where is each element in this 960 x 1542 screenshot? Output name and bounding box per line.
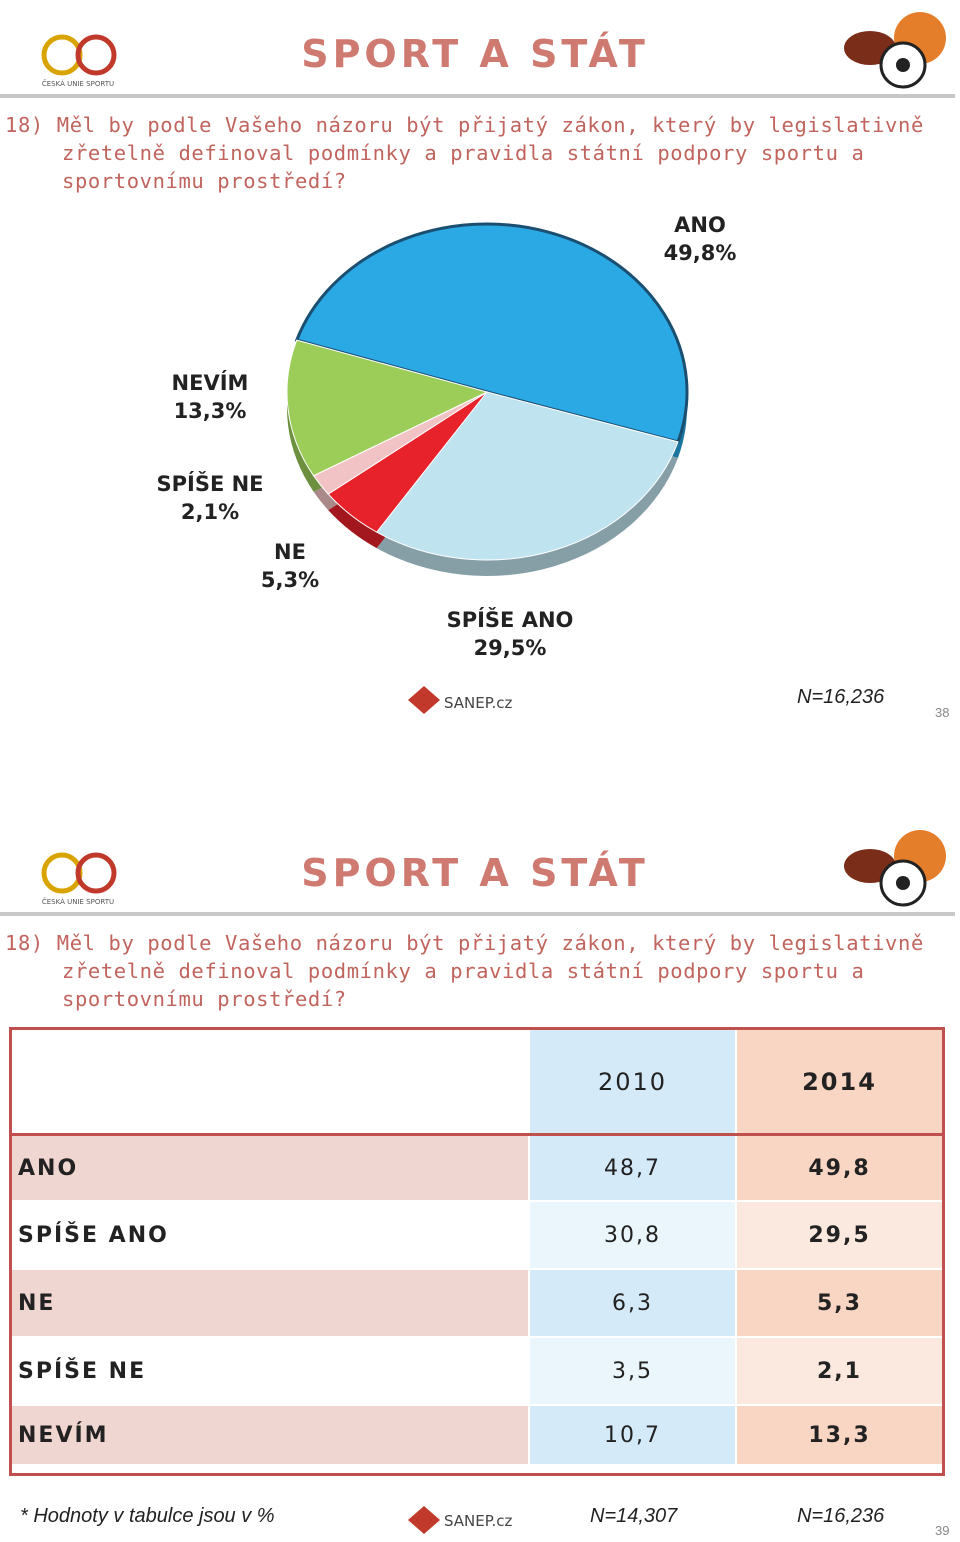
balls-icon	[844, 830, 946, 907]
table-value: 13,3	[737, 1406, 942, 1464]
slide-title: SPORT A STÁT	[301, 851, 649, 895]
pie-value-label: 29,5%	[474, 636, 547, 660]
table: 2010 2014 ANO 48,7 49,8 SPÍŠE ANO 30,8 29,5 NE 6,…	[9, 1027, 945, 1476]
table-value: 5,3	[737, 1270, 942, 1336]
pie-value-label: 13,3%	[174, 399, 247, 423]
question: 18) Měl by podle Vašeho názoru být přija…	[5, 931, 924, 1011]
pie-label: NEVÍM	[172, 370, 249, 395]
source-logo: SANEP.cz	[444, 1512, 512, 1530]
cus-logo: ČESKÁ UNIE SPORTU	[41, 34, 117, 88]
pie-value-label: 49,8%	[664, 241, 737, 265]
pie-slice	[286, 339, 489, 477]
pie-label: SPÍŠE NE	[156, 471, 263, 496]
column-header: 2010	[530, 1030, 735, 1133]
logo-text: ČESKÁ UNIE SPORTU	[42, 79, 114, 88]
sanep-logo: SANEP.cz	[408, 686, 512, 714]
slide-title: SPORT A STÁT	[301, 32, 649, 76]
pie-label: SPÍŠE ANO	[447, 607, 574, 632]
table-value: 48,7	[530, 1136, 735, 1200]
row-label: NEVÍM	[12, 1406, 528, 1464]
question: 18) Měl by podle Vašeho názoru být přija…	[5, 113, 924, 193]
slide-graphics: ČESKÁ UNIE SPORTU SANEP.cz	[41, 830, 946, 1534]
column-header: 2014	[737, 1030, 942, 1133]
row-label: SPÍŠE NE	[12, 1338, 528, 1404]
row-label: ANO	[12, 1136, 528, 1200]
source-logo: SANEP.cz	[444, 694, 512, 712]
header-rule	[0, 94, 955, 98]
logo-text: ČESKÁ UNIE SPORTU	[42, 897, 114, 906]
header-rule	[0, 912, 955, 916]
slide-graphics: ČESKÁ UNIE SPORTU ANO 49,8% SPÍŠE ANO 29,5%…	[41, 12, 946, 714]
row-label: NE	[12, 1270, 528, 1336]
page-number: 38	[935, 705, 950, 720]
table-value: 6,3	[530, 1270, 735, 1336]
table-value: 30,8	[530, 1202, 735, 1268]
table-value: 49,8	[737, 1136, 942, 1200]
page-number: 39	[935, 1523, 950, 1538]
pie-label: ANO	[674, 213, 726, 237]
pie-value-label: 5,3%	[261, 568, 319, 592]
pie-value-label: 2,1%	[181, 500, 239, 524]
sanep-logo: SANEP.cz	[408, 1506, 512, 1534]
table-value: 10,7	[530, 1406, 735, 1464]
table-value: 2,1	[737, 1338, 942, 1404]
pie-slice	[294, 222, 689, 444]
sample-size: N=16,236	[797, 1505, 885, 1527]
pie-label: NE	[274, 540, 306, 564]
sample-size: N=14,307	[590, 1505, 678, 1527]
row-label: SPÍŠE ANO	[12, 1202, 528, 1268]
table-value: 3,5	[530, 1338, 735, 1404]
balls-icon	[844, 12, 946, 89]
sample-size: N=16,236	[797, 686, 885, 708]
footnote: * Hodnoty v tabulce jsou v %	[20, 1505, 275, 1527]
table-header-blank	[12, 1030, 528, 1133]
header-rule	[12, 1133, 942, 1136]
pie-slice	[375, 391, 679, 561]
cus-logo: ČESKÁ UNIE SPORTU	[41, 852, 117, 906]
table-value: 29,5	[737, 1202, 942, 1268]
pie-chart: ANO 49,8% SPÍŠE ANO 29,5% NE 5,3% SPÍŠE NE 2,1%…	[156, 213, 736, 660]
